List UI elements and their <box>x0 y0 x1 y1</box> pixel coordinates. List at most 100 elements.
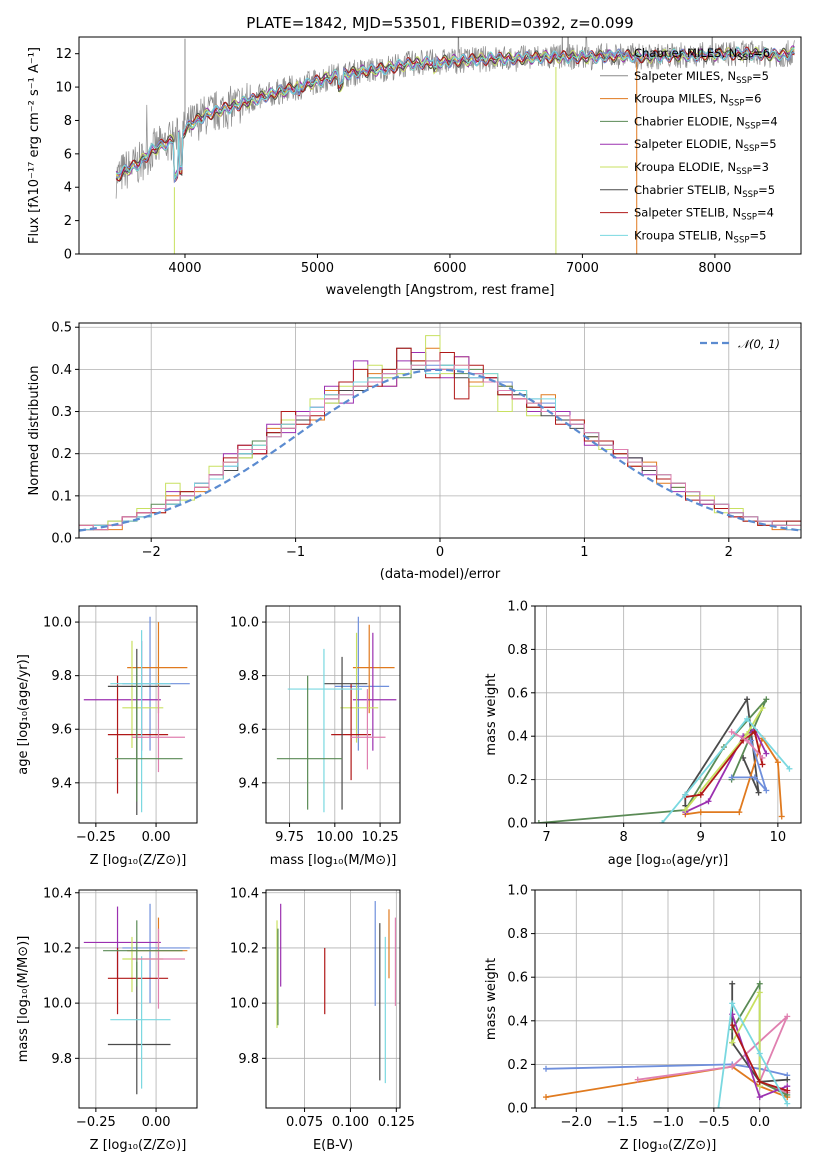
legend-suffix: =4 <box>757 206 774 220</box>
y-tick-label: 0.2 <box>507 1058 528 1073</box>
weight-series <box>545 1063 788 1077</box>
legend-sub: SSP <box>734 235 750 245</box>
x-tick-label: 0.075 <box>286 1115 323 1130</box>
y-tick-label: 9.6 <box>51 723 72 738</box>
x-tick-label: 7 <box>542 830 550 845</box>
y-tick-label: 9.8 <box>238 669 259 684</box>
y-tick-label: 9.4 <box>51 776 72 791</box>
axes-frame <box>78 322 802 539</box>
y-tick-label: 1.0 <box>507 884 528 899</box>
x-tick-label: −2 <box>142 545 161 560</box>
legend-sub: SSP <box>736 167 752 177</box>
x-tick-label: −0.25 <box>76 1115 116 1130</box>
axes-frame <box>534 889 802 1109</box>
legend-sub: SSP <box>737 53 753 63</box>
x-tick-label: −0.25 <box>76 830 116 845</box>
model-spectrum-line <box>115 47 795 182</box>
y-tick-label: 10.4 <box>230 886 259 901</box>
x-tick-label: 4000 <box>168 261 201 276</box>
x-tick-label: −1 <box>286 545 305 560</box>
y-tick-label: 0.5 <box>51 321 72 336</box>
y-axis-label: mass [log₁₀(M/M⊙)] <box>16 936 31 1063</box>
x-axis-label: Z [log₁₀(Z/Z⊙)] <box>620 1138 717 1153</box>
y-tick-label: 10.2 <box>43 941 72 956</box>
axes-frame <box>78 605 198 824</box>
y-tick-label: 10.0 <box>43 997 72 1012</box>
errorbars <box>276 616 397 813</box>
x-axis-label: (data-model)/error <box>380 567 501 582</box>
legend-label: Chabrier ELODIE, N <box>634 114 745 128</box>
y-tick-label: 10.0 <box>230 997 259 1012</box>
x-axis-label: wavelength [Angstrom, rest frame] <box>326 283 555 298</box>
x-tick-label: 10 <box>770 830 787 845</box>
y-tick-label: 9.8 <box>51 669 72 684</box>
legend-suffix: =6 <box>744 92 761 106</box>
legend-suffix: =5 <box>752 69 769 83</box>
errorbars <box>276 901 397 1084</box>
y-tick-label: 0.0 <box>51 532 72 547</box>
y-tick-label: 0.2 <box>507 773 528 788</box>
spectrum-chart: 4000 5000 6000 7000 8000 0 2 4 6 8 10 12 PLATE=1842,… <box>27 14 802 298</box>
weight-vs-Z-chart: −2.0 −1.5 −1.0 −0.5 0.0 0.0 0.2 0.4 0.6 0.8 1.0 Z [… <box>484 884 802 1153</box>
y-tick-label: 10.2 <box>230 941 259 956</box>
model-spectrum-line <box>115 46 795 183</box>
x-tick-label: 1 <box>580 545 588 560</box>
histograms <box>79 335 801 538</box>
legend-label: Chabrier STELIB, N <box>634 183 742 197</box>
model-spectrum-line <box>115 46 795 180</box>
residuals-chart: −2 −1 0 1 2 0.0 0.1 0.2 0.3 0.4 0.5 (data-model)/er… <box>27 321 802 582</box>
y-axis-label: mass weight <box>484 673 499 755</box>
legend-item: Chabrier MILES, NSSP=6 <box>634 46 770 63</box>
y-axis-label: Normed distribution <box>27 366 42 496</box>
y-tick-label: 6 <box>64 147 72 162</box>
axes-frame <box>78 36 802 255</box>
x-tick-label: 5000 <box>301 261 334 276</box>
x-tick-label: −1.0 <box>652 1115 684 1130</box>
x-axis-label: Z [log₁₀(Z/Z⊙)] <box>90 853 187 868</box>
y-tick-label: 0.0 <box>507 1102 528 1117</box>
legend-item: Salpeter ELODIE, NSSP=5 <box>634 137 777 154</box>
weight-series <box>731 740 768 792</box>
y-tick-label: 0.6 <box>507 686 528 701</box>
age-vs-mass-chart: 9.75 10.00 10.25 9.4 9.6 9.8 10.0 mass [log₁₀(M… <box>230 605 401 868</box>
legend-sub: SSP <box>742 190 758 200</box>
legend-item: Chabrier ELODIE, NSSP=4 <box>634 114 778 131</box>
legend-label: Salpeter MILES, N <box>634 69 736 83</box>
y-axis-label: age [log₁₀(age/yr)] <box>16 654 31 775</box>
axes-frame <box>78 889 198 1109</box>
x-tick-label: 8000 <box>698 261 731 276</box>
x-tick-label: 0.00 <box>142 1115 171 1130</box>
legend-suffix: =4 <box>761 114 778 128</box>
y-tick-label: 0.0 <box>507 817 528 832</box>
legend-label: Kroupa MILES, N <box>634 92 729 106</box>
axes-frame <box>534 605 802 824</box>
x-tick-label: 0.00 <box>142 830 171 845</box>
y-tick-label: 10.4 <box>43 886 72 901</box>
legend-label: Kroupa ELODIE, N <box>634 160 736 174</box>
y-tick-label: 0.4 <box>507 730 528 745</box>
legend-suffix: =5 <box>758 183 775 197</box>
x-tick-label: 2 <box>725 545 733 560</box>
x-axis-label: mass [log₁₀(M/M⊙)] <box>270 853 397 868</box>
x-tick-label: 9 <box>697 830 705 845</box>
y-tick-label: 0.4 <box>51 363 72 378</box>
x-tick-label: 7000 <box>566 261 599 276</box>
x-tick-label: 6000 <box>433 261 466 276</box>
weight-series <box>538 698 768 823</box>
y-tick-label: 10.0 <box>230 616 259 631</box>
legend-suffix: =5 <box>760 137 777 151</box>
weight-series <box>661 717 791 823</box>
errorbars <box>83 903 190 1095</box>
x-tick-label: 0.0 <box>749 1115 770 1130</box>
y-tick-label: 0.3 <box>51 405 72 420</box>
y-tick-label: 9.6 <box>238 723 259 738</box>
y-tick-label: 9.4 <box>238 776 259 791</box>
model-spectrum-line <box>116 47 795 184</box>
weight-series <box>684 728 768 813</box>
axes-frame <box>265 889 401 1109</box>
y-axis-label: mass weight <box>484 958 499 1040</box>
x-tick-label: 8 <box>620 830 628 845</box>
legend-suffix: =5 <box>749 228 766 242</box>
mass-vs-ebv-chart: 0.075 0.100 0.125 9.8 10.0 10.2 10.4 E(B-V) <box>230 886 415 1153</box>
